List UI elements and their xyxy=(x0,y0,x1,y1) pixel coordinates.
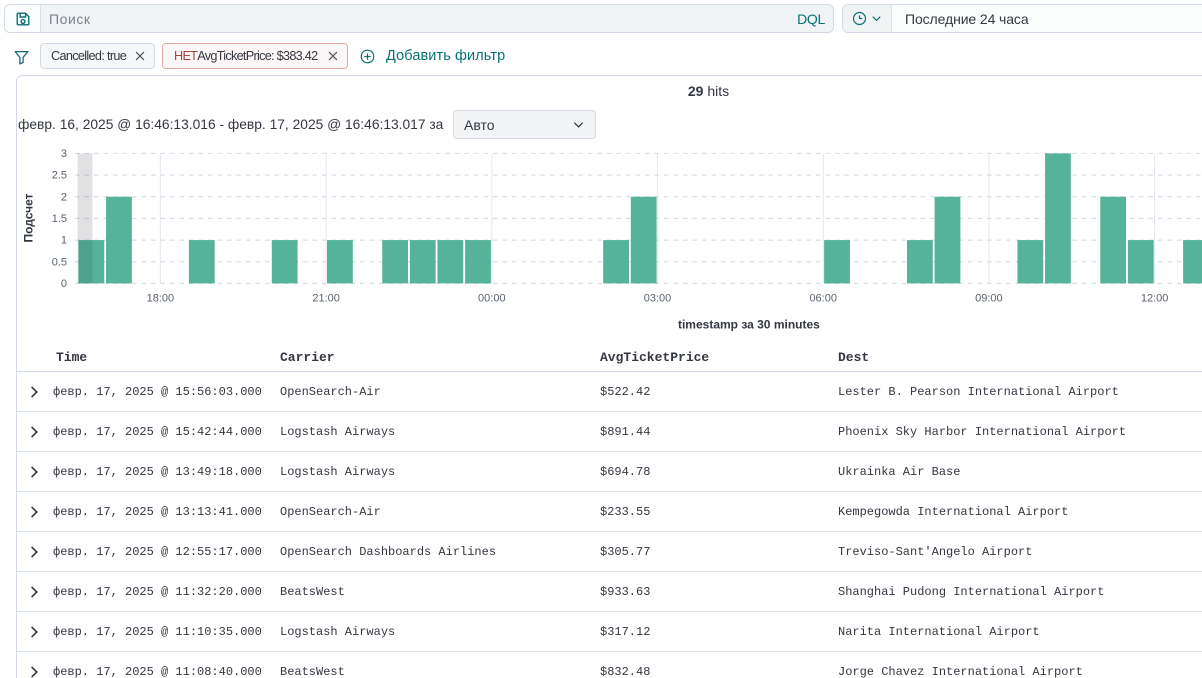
svg-text:03:00: 03:00 xyxy=(644,293,672,305)
svg-text:3: 3 xyxy=(61,148,67,160)
svg-text:Подсчет: Подсчет xyxy=(22,193,36,242)
svg-text:0.5: 0.5 xyxy=(52,256,67,268)
svg-text:1.5: 1.5 xyxy=(52,213,67,225)
svg-text:1: 1 xyxy=(61,235,67,247)
svg-text:00:00: 00:00 xyxy=(478,293,506,305)
svg-text:09:00: 09:00 xyxy=(975,293,1003,305)
svg-text:2: 2 xyxy=(61,191,67,203)
svg-text:06:00: 06:00 xyxy=(809,293,837,305)
svg-text:2.5: 2.5 xyxy=(52,170,67,182)
svg-text:18:00: 18:00 xyxy=(147,293,175,305)
svg-text:timestamp за 30 minutes: timestamp за 30 minutes xyxy=(678,318,820,332)
svg-text:21:00: 21:00 xyxy=(312,293,340,305)
svg-text:0: 0 xyxy=(61,278,67,290)
svg-text:12:00: 12:00 xyxy=(1141,293,1169,305)
